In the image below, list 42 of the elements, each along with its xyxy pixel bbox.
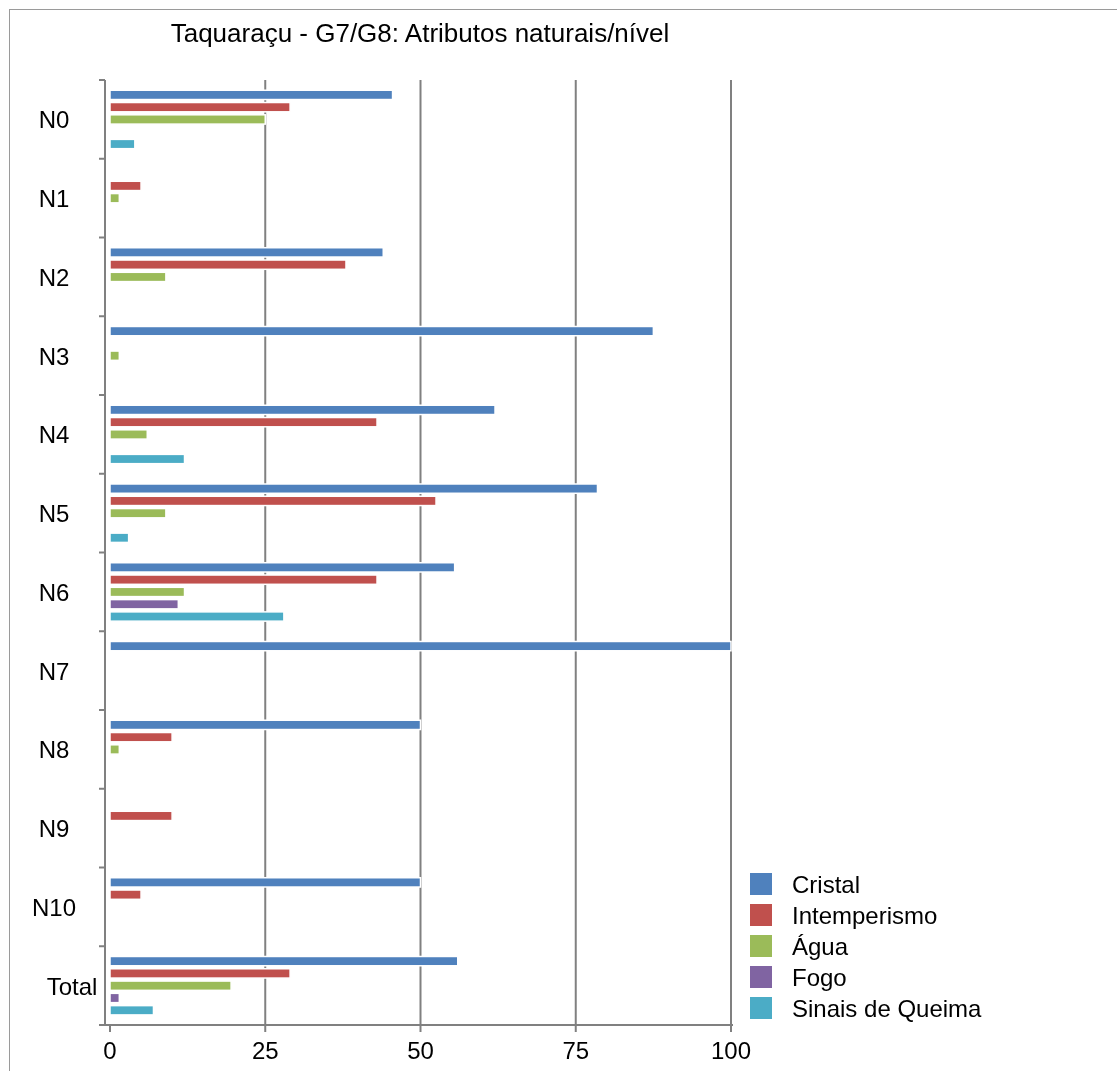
bar — [109, 586, 186, 598]
y-tick-label: N10 — [31, 893, 77, 921]
y-tick-label: N8 — [38, 736, 70, 764]
bar — [109, 453, 186, 465]
y-tick-label: N4 — [38, 421, 70, 449]
bar — [109, 180, 142, 192]
y-tick-label: N3 — [38, 342, 70, 370]
legend-label: Água — [792, 933, 849, 960]
x-tick-label: 50 — [407, 1037, 434, 1064]
legend-label: Intemperismo — [792, 902, 938, 929]
y-tick-label: N9 — [38, 815, 70, 843]
x-tick-label: 25 — [251, 1037, 279, 1064]
y-tick-label: N6 — [38, 578, 70, 606]
bar — [109, 1004, 155, 1016]
bar — [109, 350, 121, 362]
bar — [109, 719, 422, 731]
x-tick-label: 0 — [103, 1037, 117, 1064]
y-tick-label: N7 — [38, 657, 70, 685]
bar — [109, 495, 437, 507]
legend-label: Fogo — [792, 964, 847, 991]
bar — [109, 89, 394, 101]
y-tick-label: N5 — [38, 500, 70, 528]
bar — [109, 192, 121, 204]
bar — [109, 138, 136, 150]
bar — [109, 507, 167, 519]
bar — [109, 483, 599, 495]
x-tick-label: 100 — [710, 1037, 752, 1064]
chart-title: Taquaraçu - G7/G8: Atributos naturais/nível — [170, 18, 670, 48]
bar — [109, 404, 496, 416]
y-tick-label: N0 — [38, 106, 70, 134]
y-tick-label: N1 — [38, 185, 70, 213]
bar — [109, 810, 173, 822]
bar — [109, 640, 732, 652]
x-tick-label: 75 — [562, 1037, 590, 1064]
y-tick-label: Total — [46, 972, 98, 1000]
y-tick-label: N2 — [38, 263, 70, 291]
bar — [109, 992, 121, 1004]
legend-label: Cristal — [792, 871, 861, 898]
bar — [109, 532, 130, 544]
legend-label: Sinais de Queima — [792, 995, 983, 1022]
bar — [109, 325, 655, 337]
bar — [109, 271, 167, 283]
